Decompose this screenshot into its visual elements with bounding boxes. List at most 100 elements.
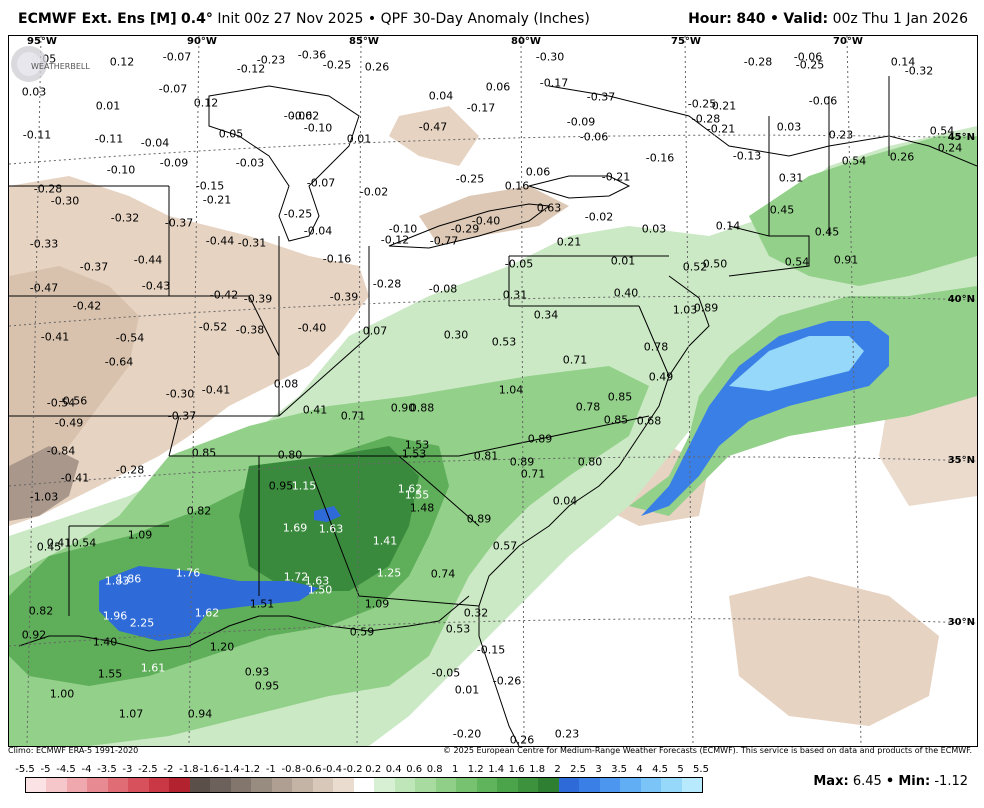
anomaly-value-label: 0.54 <box>929 124 955 138</box>
anomaly-value-label: 0.30 <box>443 328 469 342</box>
lon-label-75w: 75°W <box>671 36 701 47</box>
map-title: ECMWF Ext. Ens [M] 0.4° Init 00z 27 Nov … <box>18 11 590 27</box>
anomaly-value-label: -0.03 <box>235 156 265 170</box>
anomaly-value-label: -0.05 <box>431 666 461 680</box>
anomaly-value-label: -0.09 <box>566 115 596 129</box>
scale-swatch <box>538 778 559 792</box>
anomaly-value-label: -0.13 <box>732 149 762 163</box>
anomaly-value-label: -0.21 <box>202 193 232 207</box>
anomaly-value-label: -0.02 <box>359 185 389 199</box>
anomaly-value-label: -0.11 <box>94 132 124 146</box>
lat-label-40n: 40°N <box>947 294 975 305</box>
anomaly-value-label: 1.72 <box>283 570 309 584</box>
anomaly-value-label: 0.78 <box>643 340 669 354</box>
min-label: Min: <box>898 774 931 789</box>
anomaly-value-label: 0.05 <box>218 127 244 141</box>
scale-tick-label: 1 <box>451 764 459 775</box>
great-lakes-outline <box>208 85 360 242</box>
anomaly-value-label: 0.16 <box>504 179 530 193</box>
hour-value: 840 <box>736 11 766 27</box>
meridian-95w <box>26 36 42 746</box>
model-name: ECMWF Ext. Ens [M] <box>18 11 177 27</box>
scale-tick-label: -0.6 <box>302 764 322 775</box>
scale-swatch <box>517 778 539 792</box>
anomaly-value-label: 0.06 <box>525 165 551 179</box>
scale-swatch <box>230 778 252 792</box>
model-resolution: 0.4° <box>181 11 213 27</box>
coastline-gulf <box>18 595 470 652</box>
anomaly-value-label: 0.08 <box>273 377 299 391</box>
meridian-90w <box>188 36 200 746</box>
scale-tick-label: -3 <box>122 764 133 775</box>
anomaly-value-label: 1.69 <box>282 521 308 535</box>
scale-tick-label: 0.4 <box>385 764 402 775</box>
anomaly-value-label: 1.41 <box>372 534 398 548</box>
anomaly-value-label: -0.38 <box>235 323 265 337</box>
anomaly-value-label: -0.37 <box>79 260 109 274</box>
anomaly-value-label: 0.95 <box>254 679 280 693</box>
anomaly-value-label: 0.31 <box>502 288 528 302</box>
anomaly-value-label: 0.82 <box>186 504 212 518</box>
anomaly-value-label: 0.71 <box>562 353 588 367</box>
lat-label-30n: 30°N <box>947 617 975 628</box>
anomaly-value-label: -0.32 <box>110 211 140 225</box>
scale-swatch <box>26 778 47 792</box>
lon-label-80w: 80°W <box>511 36 541 47</box>
coastline-atlantic <box>478 275 710 746</box>
scale-swatch <box>620 778 641 792</box>
scale-swatch <box>46 778 67 792</box>
meridian-75w <box>684 36 694 746</box>
dry-region-plains-core <box>9 266 139 496</box>
anomaly-value-label: -0.28 <box>33 182 63 196</box>
anomaly-value-label: 0.71 <box>340 409 366 423</box>
anomaly-value-label: -0.40 <box>297 321 327 335</box>
scale-swatch <box>456 778 477 792</box>
parallel-35n <box>9 456 977 487</box>
anomaly-value-label: -0.30 <box>165 387 195 401</box>
anomaly-value-label: -0.02 <box>584 210 614 224</box>
anomaly-value-label: 1.53 <box>401 447 427 461</box>
scale-tick-label: -2 <box>163 764 174 775</box>
scale-swatch <box>374 778 395 792</box>
lon-label-90w: 90°W <box>187 36 217 47</box>
anomaly-value-label: 0.53 <box>445 622 471 636</box>
wet-region-medium-ne <box>749 136 977 286</box>
scale-tick-label: 1.2 <box>467 764 484 775</box>
anomaly-value-label: 0.89 <box>693 301 719 315</box>
scale-swatch <box>640 778 662 792</box>
scale-tick-label: 1.4 <box>488 764 505 775</box>
anomaly-value-label: -0.44 <box>205 234 235 248</box>
scale-tick-label: -1.4 <box>220 764 240 775</box>
anomaly-value-label: -0.05 <box>504 257 534 271</box>
scale-swatch <box>333 778 354 792</box>
anomaly-value-label: 0.81 <box>473 449 499 463</box>
graticule <box>9 36 977 746</box>
anomaly-value-label: -0.39 <box>329 290 359 304</box>
anomaly-value-label: 0.53 <box>491 335 517 349</box>
anomaly-value-label: -0.06 <box>283 109 313 123</box>
anomaly-map[interactable]: 95°W 90°W 85°W 80°W 75°W 70°W 45°N 40°N … <box>8 35 978 747</box>
anomaly-value-label: 1.50 <box>307 583 333 597</box>
anomaly-value-label: -0.25 <box>687 97 717 111</box>
anomaly-value-label: 1.63 <box>318 522 344 536</box>
anomaly-value-label: 0.03 <box>641 222 667 236</box>
anomaly-value-label: -0.12 <box>380 233 410 247</box>
scale-tick-label: -4.5 <box>56 764 76 775</box>
scale-swatch <box>353 778 375 792</box>
anomaly-value-label: 0.52 <box>682 260 708 274</box>
anomaly-value-label: 1.62 <box>194 606 220 620</box>
max-value: 6.45 <box>852 774 882 789</box>
scale-tick-label: -0.8 <box>281 764 302 775</box>
anomaly-value-label: -0.15 <box>195 179 225 193</box>
dry-region-atlantic <box>729 576 939 726</box>
anomaly-value-label: -0.30 <box>535 50 565 64</box>
anomaly-value-label: 0.45 <box>814 225 840 239</box>
anomaly-value-label: -0.06 <box>579 130 609 144</box>
anomaly-value-label: -0.77 <box>429 234 459 248</box>
scale-swatch <box>558 778 580 792</box>
scale-tick-label: 1.8 <box>529 764 546 775</box>
anomaly-value-label: 0.85 <box>191 446 217 460</box>
anomaly-value-label: -0.28 <box>743 55 773 69</box>
anomaly-value-label: 0.14 <box>715 219 741 233</box>
scale-swatch <box>579 778 600 792</box>
